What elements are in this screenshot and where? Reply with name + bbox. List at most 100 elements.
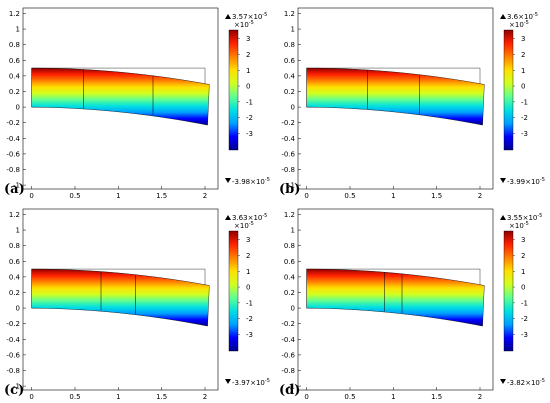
x-tick-label: 1 bbox=[391, 192, 395, 200]
y-tick-label: 0.6 bbox=[284, 258, 296, 266]
x-tick-label: 2 bbox=[478, 393, 482, 401]
min-arrow-icon bbox=[225, 178, 231, 183]
colorbar-tick-label: 2 bbox=[521, 51, 525, 59]
y-tick-label: 1 bbox=[16, 26, 20, 34]
colorbar-tick-label: 2 bbox=[246, 51, 250, 59]
panel-label: (a) bbox=[4, 182, 25, 197]
colorbar-tick-label: 0 bbox=[521, 284, 525, 292]
y-tick-label: -0.6 bbox=[6, 351, 20, 359]
max-label: 3.6×10-5 bbox=[507, 12, 538, 21]
colorbar-tick-label: 0 bbox=[246, 284, 250, 292]
y-tick-label: 1 bbox=[291, 26, 295, 34]
colorbar-tick-label: 1 bbox=[246, 268, 250, 276]
max-label: 3.55×10-5 bbox=[507, 213, 542, 222]
min-arrow-icon bbox=[225, 379, 231, 384]
x-tick-label: 0 bbox=[304, 393, 308, 401]
y-tick-label: 0.2 bbox=[9, 289, 20, 297]
panel-c: 1.2 1 0.8 0.6 0.4 0.2 0 -0.2 -0.4 -0.6 -0.8 -1 0 0.5 1… bbox=[0, 201, 275, 402]
max-arrow-icon bbox=[500, 215, 506, 220]
y-tick-label: 0.8 bbox=[9, 41, 20, 49]
colorbar bbox=[503, 29, 514, 151]
y-tick-label: -0.8 bbox=[6, 166, 20, 174]
panel-label: (d) bbox=[279, 383, 301, 398]
colorbar-tick-label: -1 bbox=[521, 98, 528, 106]
panel-a: 1.2 1 0.8 0.6 0.4 0.2 0 -0.2 -0.4 -0.6 -0.8 -1 0 0.5 1… bbox=[0, 0, 275, 201]
y-tick-label: 0.8 bbox=[9, 242, 20, 250]
min-arrow-icon bbox=[500, 178, 506, 183]
colorbar-tick-label: 3 bbox=[246, 35, 250, 43]
y-tick-label: 0.6 bbox=[284, 57, 296, 65]
y-tick-label: 1.2 bbox=[9, 211, 20, 219]
y-tick-label: 1.2 bbox=[284, 10, 295, 18]
max-arrow-icon bbox=[225, 215, 231, 220]
x-tick-label: 0.5 bbox=[69, 393, 80, 401]
x-tick-label: 1.5 bbox=[431, 192, 442, 200]
max-label: 3.57×10-5 bbox=[232, 12, 267, 21]
colorbar-tick-label: 1 bbox=[521, 268, 525, 276]
x-tick-label: 1 bbox=[116, 192, 120, 200]
y-tick-label: -0.2 bbox=[6, 119, 20, 127]
y-tick-label: -0.4 bbox=[281, 336, 295, 344]
max-arrow-icon bbox=[225, 14, 231, 19]
y-tick-label: 0 bbox=[291, 104, 295, 112]
x-tick-label: 0.5 bbox=[344, 393, 355, 401]
y-tick-label: -1 bbox=[288, 182, 295, 190]
x-tick-label: 1.5 bbox=[431, 393, 442, 401]
min-label: -3.97×10-5 bbox=[232, 378, 270, 387]
colorbar bbox=[228, 230, 239, 352]
colorbar-tick-label: -3 bbox=[521, 331, 528, 339]
colorbar-tick-label: -2 bbox=[521, 315, 528, 323]
colorbar-tick-label: -2 bbox=[521, 114, 528, 122]
x-tick-label: 1 bbox=[116, 393, 120, 401]
colorbar-tick-label: 3 bbox=[521, 35, 525, 43]
y-tick-label: -0.2 bbox=[281, 119, 295, 127]
y-tick-label: 0.8 bbox=[284, 242, 295, 250]
min-label: -3.98×10-5 bbox=[232, 177, 270, 186]
colorbar-scale: ×10-5 bbox=[509, 20, 529, 29]
y-tick-label: 0.4 bbox=[9, 273, 21, 281]
x-tick-label: 2 bbox=[203, 192, 207, 200]
y-tick-label: 0.4 bbox=[284, 72, 296, 80]
x-tick-label: 1 bbox=[391, 393, 395, 401]
colorbar-tick-label: 1 bbox=[521, 67, 525, 75]
y-tick-label: -0.8 bbox=[6, 367, 20, 375]
stress-field bbox=[306, 67, 485, 126]
x-tick-label: 1.5 bbox=[156, 393, 167, 401]
colorbar-tick-label: -2 bbox=[246, 114, 253, 122]
y-tick-label: 1.2 bbox=[9, 10, 20, 18]
chart-svg: 1.2 1 0.8 0.6 0.4 0.2 0 -0.2 -0.4 -0.6 -0.8 -1 0 0.5 1… bbox=[6, 208, 270, 401]
y-tick-label: 0.8 bbox=[284, 41, 295, 49]
x-tick-label: 0 bbox=[29, 393, 33, 401]
chart-svg: 1.2 1 0.8 0.6 0.4 0.2 0 -0.2 -0.4 -0.6 -0.8 -1 0 0.5 1… bbox=[281, 7, 545, 200]
y-tick-label: -0.2 bbox=[281, 320, 295, 328]
stress-field bbox=[31, 67, 210, 126]
y-tick-label: 0.2 bbox=[284, 289, 295, 297]
chart-svg: 1.2 1 0.8 0.6 0.4 0.2 0 -0.2 -0.4 -0.6 -0.8 -1 0 0.5 1… bbox=[6, 7, 270, 200]
max-arrow-icon bbox=[500, 14, 506, 19]
colorbar bbox=[503, 230, 514, 352]
colorbar-tick-label: -3 bbox=[246, 331, 253, 339]
colorbar-tick-label: -1 bbox=[246, 299, 253, 307]
y-tick-label: -0.6 bbox=[281, 150, 295, 158]
y-tick-label: -1 bbox=[13, 383, 20, 391]
y-tick-label: 1 bbox=[291, 227, 295, 235]
max-label: 3.63×10-5 bbox=[232, 213, 267, 222]
colorbar-tick-label: 2 bbox=[521, 252, 525, 260]
stress-field bbox=[31, 268, 210, 327]
x-tick-label: 0.5 bbox=[344, 192, 355, 200]
y-tick-label: -0.6 bbox=[281, 351, 295, 359]
x-tick-label: 2 bbox=[203, 393, 207, 401]
chart-svg: 1.2 1 0.8 0.6 0.4 0.2 0 -0.2 -0.4 -0.6 -0.8 -1 0 0.5 1… bbox=[281, 208, 545, 401]
colorbar-tick-label: 0 bbox=[521, 83, 525, 91]
panel-b: 1.2 1 0.8 0.6 0.4 0.2 0 -0.2 -0.4 -0.6 -0.8 -1 0 0.5 1… bbox=[275, 0, 550, 201]
x-tick-label: 0.5 bbox=[69, 192, 80, 200]
x-tick-label: 2 bbox=[478, 192, 482, 200]
y-tick-label: -0.4 bbox=[6, 135, 20, 143]
y-tick-label: -1 bbox=[288, 383, 295, 391]
stress-field bbox=[306, 268, 485, 327]
min-label: -3.99×10-5 bbox=[507, 177, 545, 186]
colorbar-tick-label: 3 bbox=[521, 236, 525, 244]
y-tick-label: -0.8 bbox=[281, 367, 295, 375]
y-tick-label: -0.6 bbox=[6, 150, 20, 158]
y-tick-label: 0.2 bbox=[284, 88, 295, 96]
